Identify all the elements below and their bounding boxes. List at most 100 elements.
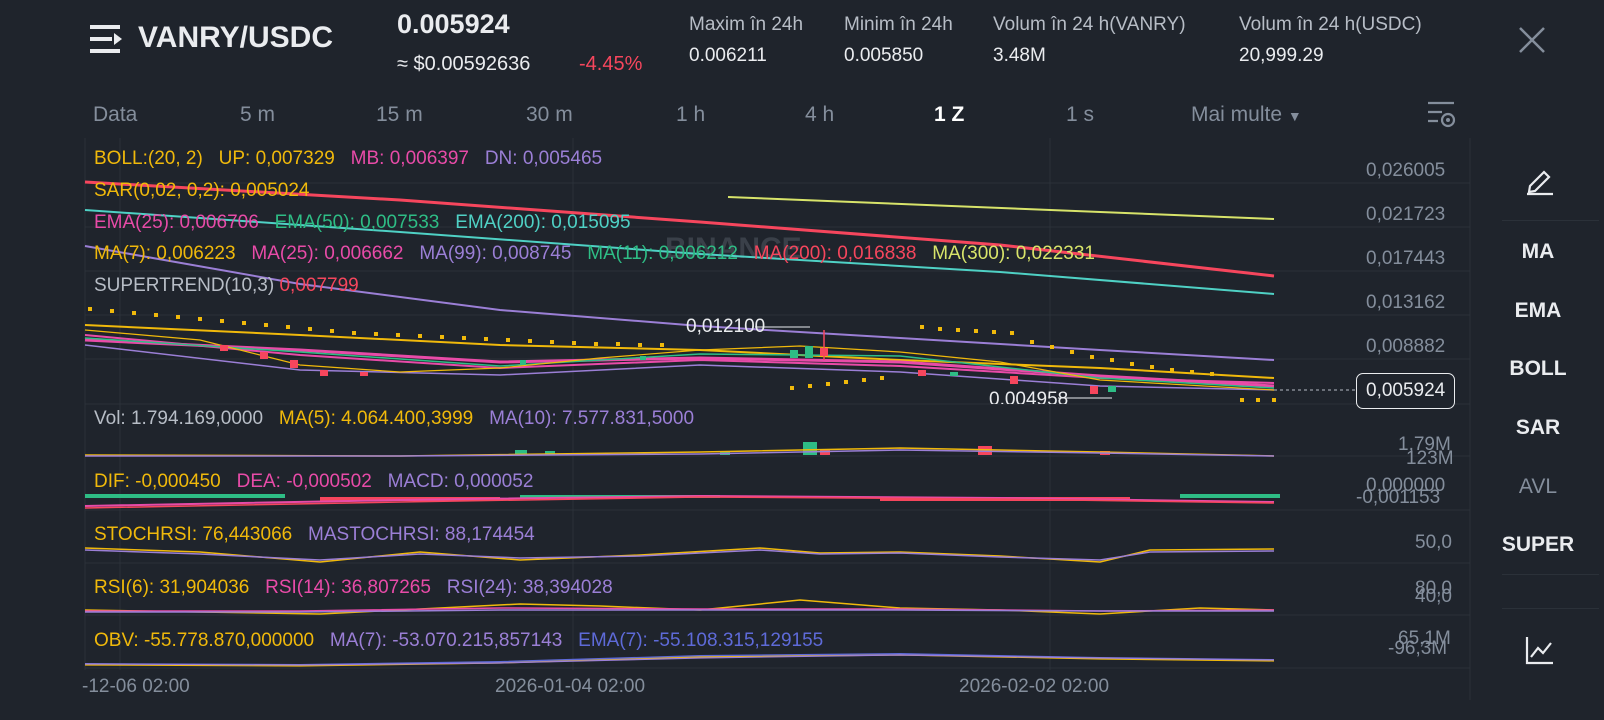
boll-name: BOLL:(20, 2) (94, 148, 203, 169)
y-tick-3: 0,017443 (1366, 248, 1446, 269)
macd-legend[interactable]: DIF: -0,000450 DEA: -0,000502 MACD: 0,00… (94, 471, 533, 493)
vol-ma5-value: MA(5): 4.064.400,3999 (278, 408, 474, 429)
ema-legend[interactable]: EMA(25): 0,006706 EMA(50): 0,007533 EMA(… (94, 212, 631, 234)
ma7-line (84, 329, 1275, 391)
volume-legend[interactable]: Vol: 1.794.169,0000 MA(5): 4.064.400,399… (94, 408, 694, 430)
tf-1w[interactable]: 1 s (1066, 103, 1095, 126)
tf-15m[interactable]: 15 m (376, 103, 423, 126)
supertrend-value: 0,007799 (279, 275, 359, 296)
price-change: -4.45% (579, 53, 643, 75)
ema50-line (84, 337, 1275, 389)
mastochrsi-value: MASTOCHRSI: 88,174454 (308, 524, 535, 545)
current-price-tag: 0,005924 (1356, 373, 1456, 409)
macd-axis-2: -0,001153 (1356, 487, 1441, 508)
chart-settings-icon[interactable] (1426, 100, 1458, 130)
stat-high-value: 0.006211 (689, 45, 767, 66)
boll-mb-value: MB: 0,006397 (350, 148, 469, 169)
ma7-value: MA(7): 0,006223 (94, 243, 236, 264)
sar-dots (88, 307, 1276, 402)
sidebar-avl[interactable]: AVL (1518, 475, 1558, 498)
close-icon[interactable] (1518, 26, 1546, 54)
ema200-line (84, 209, 1275, 295)
tf-1h[interactable]: 1 h (676, 103, 706, 126)
stoch-axis: 50,0 (1415, 532, 1452, 553)
rsi-axis-1: 80,0 (1415, 578, 1452, 599)
ma-legend[interactable]: MA(7): 0,006223 MA(25): 0,006662 MA(99):… (94, 243, 1095, 265)
stat-low-label: Minim în 24h (844, 14, 953, 35)
menu-icon[interactable] (90, 23, 124, 55)
last-price: 0.005924 (397, 9, 510, 39)
x-tick-3: 2026-02-02 02:00 (959, 676, 1110, 697)
macd-dea (84, 494, 1275, 507)
boll-up-value: UP: 0,007329 (218, 148, 335, 169)
obv-legend[interactable]: OBV: -55.778.870,000000 MA(7): -53.070.2… (94, 630, 823, 652)
sidebar-sar[interactable]: SAR (1515, 416, 1561, 439)
macd-axis-1: 0,000000 (1366, 475, 1446, 496)
y-tick-4: 0,013162 (1366, 292, 1446, 313)
stat-vol-base-value: 3.48M (993, 45, 1046, 66)
ma99-line (84, 245, 1275, 361)
tf-30m[interactable]: 30 m (526, 103, 573, 126)
obv-ma7-value: MA(7): -53.070.215,857143 (329, 630, 563, 651)
x-tick-1: -12-06 02:00 (82, 676, 190, 697)
tf-more[interactable]: Mai multe ▼ (1191, 103, 1302, 127)
ema25-line (84, 338, 1275, 388)
supertrend-legend[interactable]: SUPERTREND(10,3) 0,007799 (94, 275, 359, 297)
dif-value: DIF: -0,000450 (94, 471, 221, 492)
ema50-value: EMA(50): 0,007533 (274, 212, 440, 233)
macd-dif (84, 496, 1275, 509)
stochrsi-legend[interactable]: STOCHRSI: 76,443066 MASTOCHRSI: 88,17445… (94, 524, 535, 546)
tf-5m[interactable]: 5 m (240, 103, 276, 126)
chart-type-icon[interactable] (1524, 634, 1556, 666)
supertrend-name: SUPERTREND(10,3) (94, 275, 275, 296)
vol-ma10-value: MA(10): 7.577.831,5000 (489, 408, 695, 429)
boll-dn (84, 344, 1275, 391)
rsi24-line (85, 609, 1274, 613)
sidebar-boll[interactable]: BOLL (1509, 357, 1567, 380)
y-tick-2: 0,021723 (1366, 204, 1446, 225)
stat-vol-base-label: Volum în 24 h(VANRY) (993, 14, 1186, 35)
stochrsi-k (84, 547, 1275, 563)
draw-pen-icon[interactable] (1524, 164, 1556, 196)
y-tick-1: 0,026005 (1366, 160, 1446, 181)
vol-axis-2: 123M (1406, 448, 1454, 469)
sidebar-ma[interactable]: MA (1521, 240, 1555, 263)
low-price-label: 0,004958 (989, 389, 1069, 404)
y-tick-5: 0,008882 (1366, 336, 1446, 357)
sidebar-super[interactable]: SUPER (1501, 533, 1575, 556)
ma25-value: MA(25): 0,006662 (251, 243, 404, 264)
sidebar-ema[interactable]: EMA (1514, 299, 1562, 322)
caret-down-icon: ▼ (1287, 108, 1302, 124)
rsi6-value: RSI(6): 31,904036 (94, 577, 250, 598)
ma200-value: MA(200): 0,016838 (753, 243, 917, 264)
vol-ma10 (85, 449, 1275, 457)
macd-value: MACD: 0,000052 (387, 471, 534, 492)
boll-legend[interactable]: BOLL:(20, 2) UP: 0,007329 MB: 0,006397 D… (94, 148, 602, 170)
ema25-value: EMA(25): 0,006706 (94, 212, 259, 233)
ma99-value: MA(99): 0,008745 (419, 243, 572, 264)
ema200-value: EMA(200): 0,015095 (455, 212, 631, 233)
tf-1d[interactable]: 1 Z (934, 103, 965, 126)
vol-axis-1: 1,79M (1398, 434, 1451, 455)
obv-line (84, 654, 1275, 667)
dea-value: DEA: -0,000502 (236, 471, 372, 492)
tf-4h[interactable]: 4 h (805, 103, 835, 126)
rsi-legend[interactable]: RSI(6): 31,904036 RSI(14): 36,807265 RSI… (94, 577, 613, 599)
stat-low-value: 0.005850 (844, 45, 924, 66)
high-price-label: 0,012100 (686, 316, 766, 337)
tf-data[interactable]: Data (93, 103, 138, 126)
ma11-value: MA(11): 0,006212 (587, 243, 738, 264)
stat-high-label: Maxim în 24h (689, 14, 804, 35)
usd-price: ≈ $0.00592636 (397, 53, 531, 75)
rsi14-value: RSI(14): 36,807265 (265, 577, 431, 598)
obv-ma7 (84, 654, 1275, 666)
pair-title[interactable]: VANRY/USDC (138, 21, 334, 54)
ma300-line (727, 196, 1275, 220)
candles (220, 330, 1116, 394)
sar-legend[interactable]: SAR(0,02, 0,2): 0,005024 (94, 180, 310, 201)
rsi-axis-2: 40,0 (1415, 586, 1452, 607)
tf-more-label: Mai multe (1191, 103, 1283, 126)
ma300-value: MA(300): 0,022331 (932, 243, 1095, 264)
stochrsi-value: STOCHRSI: 76,443066 (94, 524, 293, 545)
